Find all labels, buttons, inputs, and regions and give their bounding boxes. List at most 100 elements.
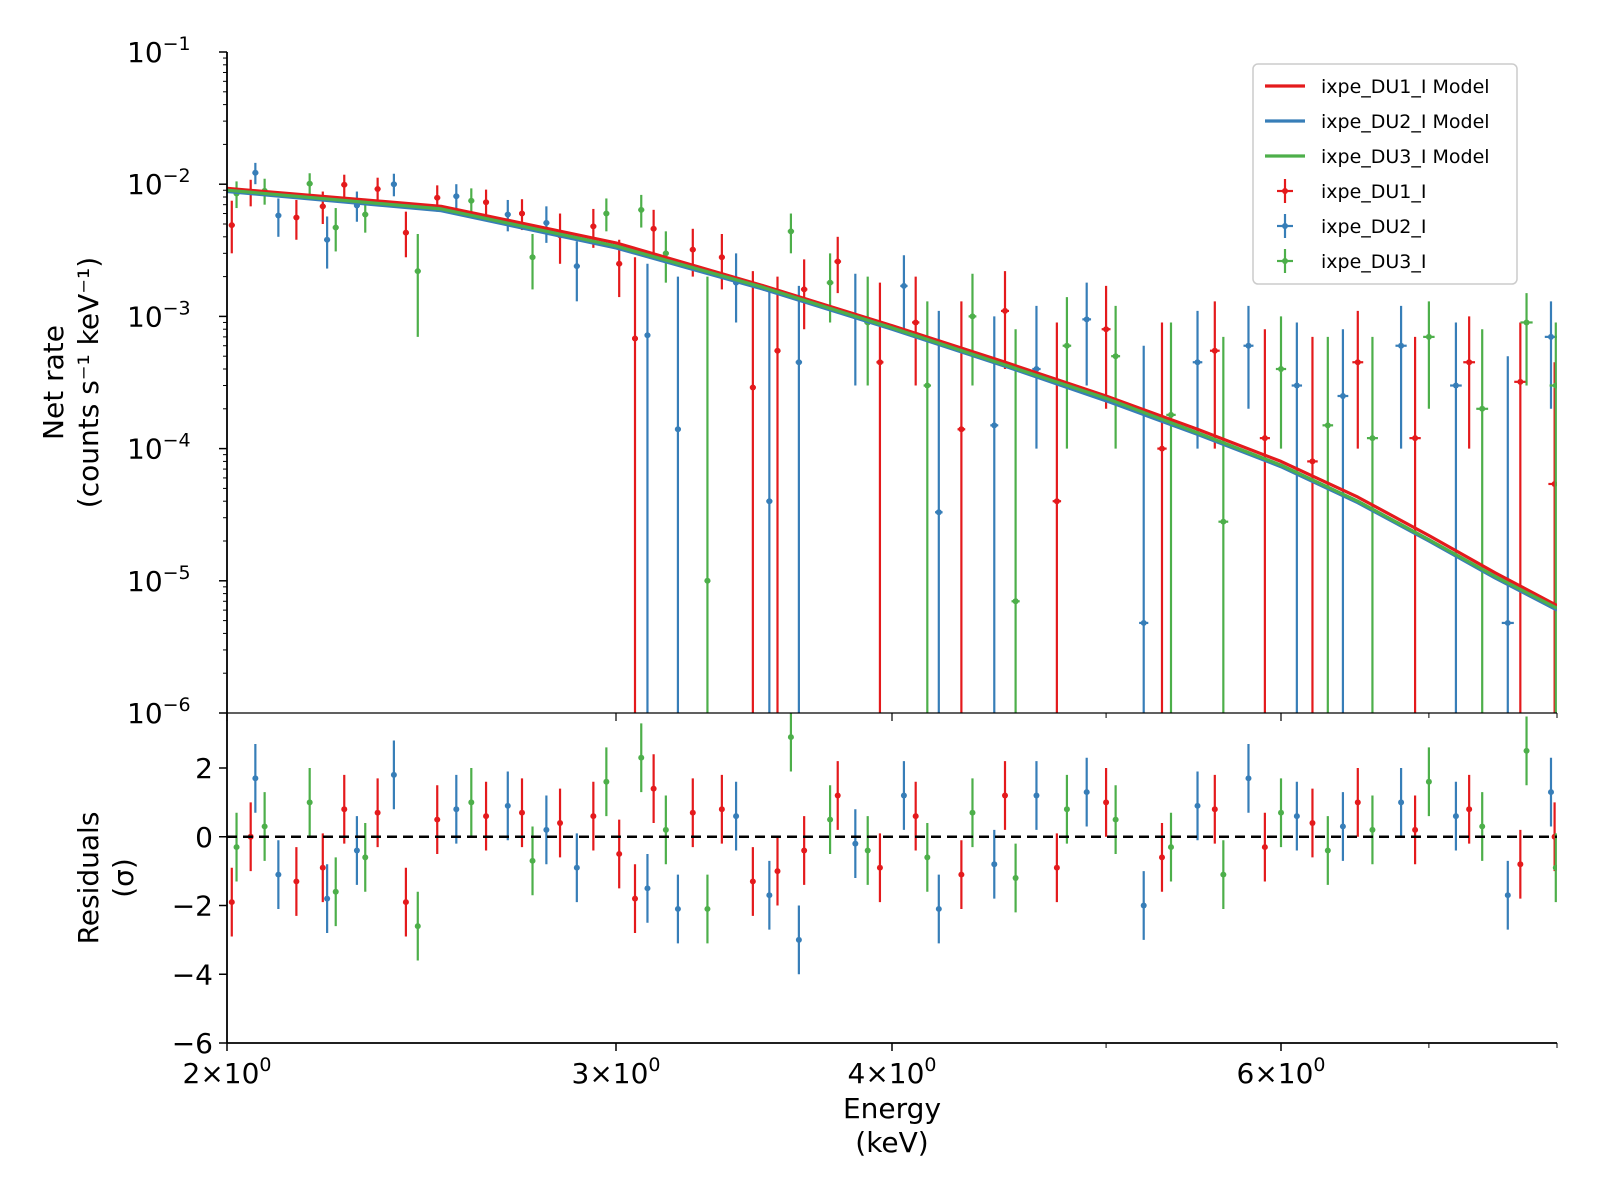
ixpe-du3-i-residual-point-1	[261, 823, 268, 830]
legend-ixpe-du3-i-swatch-dot	[1282, 258, 1288, 264]
ixpe-du3-i-point-20	[1167, 411, 1174, 418]
legend-ixpe-du2-i-label: ixpe_DU2_I	[1321, 216, 1427, 238]
ixpe-du3-i-residual-point-8	[603, 778, 610, 785]
bottom-ytick-label-2: −2	[172, 890, 213, 923]
top-ytick-label-5: 10−6	[127, 694, 191, 730]
ixpe-du1-i-residual-point-26	[1103, 799, 1110, 806]
ixpe-du2-i-point-1	[275, 212, 282, 219]
ixpe-du1-i-point-3	[319, 203, 326, 210]
ixpe-du3-i-point-18	[1063, 342, 1070, 349]
ixpe-du2-i-residual-point-12	[766, 892, 773, 899]
legend: ixpe_DU1_I Model ixpe_DU2_I Model ixpe_DU3…	[1252, 63, 1518, 285]
x-axis-label: Energy	[843, 1092, 941, 1125]
ixpe-du1-i-point-15	[689, 246, 696, 253]
ixpe-du3-i-residual-point-13	[827, 816, 834, 823]
ixpe-du3-i-point-26	[1479, 405, 1486, 412]
ixpe-du3-i-point-19	[1112, 353, 1119, 360]
bottom-y-axis-label: Residuals	[72, 812, 105, 945]
ixpe-du1-i-residual-point-34	[1517, 861, 1524, 868]
ixpe-du1-i-point-9	[518, 210, 525, 217]
ixpe-du1-i-point-12	[616, 260, 623, 267]
ixpe-du2-i-point-17	[991, 422, 998, 429]
ixpe-du2-i-point-18	[1033, 366, 1040, 373]
ixpe-du1-i-point-18	[774, 347, 781, 354]
ixpe-du2-i-point-12	[766, 498, 773, 505]
axes: 10−1 10−2 10−3 10−4 10−5 10−62 0 −2 −4 −62×100 3×1…	[37, 33, 1558, 1159]
legend-ixpe-du3-i-model-label: ixpe_DU3_I Model	[1321, 146, 1490, 168]
ixpe-du2-i-residual-point-27	[1504, 892, 1511, 899]
ixpe-du1-i-point-5	[374, 185, 381, 192]
ixpe-du2-i-point-19	[1083, 316, 1090, 323]
bottom-ytick-label-0: 2	[195, 752, 213, 785]
ixpe-du3-i-residual-point-28	[1552, 864, 1557, 871]
ixpe-du1-i-residual-point-23	[958, 871, 965, 878]
ixpe-du3-i-residual-point-19	[1112, 816, 1119, 823]
ixpe-du1-i-point-24	[1002, 307, 1009, 314]
ixpe-du2-i-residual-point-1	[275, 871, 282, 878]
ixpe-du1-i-point-7	[434, 194, 441, 201]
ixpe-du1-i-residual-point-20	[834, 792, 841, 799]
ixpe-du1-i-point-0	[228, 222, 235, 229]
xtick-label-3: 6×100	[1237, 1054, 1326, 1090]
ixpe-du3-i-point-10	[662, 250, 669, 257]
ixpe-du3-i-point-21	[1220, 518, 1227, 525]
ixpe-du1-i-point-31	[1354, 359, 1361, 366]
ixpe-du1-i-point-4	[341, 181, 348, 188]
ixpe-du3-i-point-23	[1324, 422, 1331, 429]
ixpe-du1-i-residual-point-14	[650, 785, 657, 792]
xtick-label-1: 3×100	[572, 1054, 661, 1090]
ixpe-du1-i-residual-point-18	[774, 868, 781, 875]
xtick-label-2: 4×100	[848, 1054, 937, 1090]
ixpe-du1-i-point-28	[1211, 347, 1218, 354]
ixpe-du3-i-residual-point-22	[1278, 809, 1285, 816]
ixpe-du2-i-residual-point-14	[852, 840, 859, 847]
ixpe-du3-i-model-curve	[227, 188, 1557, 610]
ixpe-du1-i-residual-point-11	[590, 813, 597, 820]
ixpe-du1-i-residual-point-7	[434, 816, 441, 823]
ixpe-du3-i-point-24	[1369, 435, 1376, 442]
ixpe-du1-i-residual-point-13	[631, 895, 638, 902]
ixpe-du2-i-residual-point-5	[453, 806, 460, 813]
ixpe-du1-i-point-2	[293, 214, 300, 221]
top-ytick-label-0: 10−1	[127, 33, 191, 69]
ixpe-du1-i-residual-point-6	[402, 899, 409, 906]
ixpe-du1-i-residual-point-9	[518, 809, 525, 816]
ixpe-du2-i-residual-point-6	[504, 802, 511, 809]
ixpe-du3-i-point-15	[924, 382, 931, 389]
bottom-ytick-label-4: −6	[172, 1027, 213, 1060]
ixpe-du1-i-point-8	[483, 199, 490, 206]
ixpe-du2-i-residual-point-15	[900, 792, 907, 799]
ixpe-du1-i-point-34	[1517, 378, 1524, 385]
ixpe-du3-i-residual-point-17	[1012, 875, 1019, 881]
ixpe-du1-i-point-23	[958, 426, 965, 433]
ixpe-du1-i-point-22	[912, 319, 919, 326]
legend-ixpe-du1-i-model-label: ixpe_DU1_I Model	[1321, 76, 1490, 98]
ixpe-du1-i-residual-point-10	[557, 820, 564, 826]
ixpe-du3-i-point-22	[1278, 366, 1285, 373]
ixpe-du2-i-point-16	[935, 509, 942, 516]
bottom-ytick-label-1: 0	[195, 821, 213, 854]
legend-box	[1252, 63, 1518, 285]
ixpe-du1-i-residual-point-27	[1158, 854, 1165, 861]
ixpe-du3-i-residual-point-5	[414, 923, 421, 930]
ixpe-du1-i-point-25	[1053, 498, 1060, 505]
ixpe-du3-i-residual-point-24	[1369, 826, 1376, 833]
ixpe-du2-i-residual-point-19	[1083, 789, 1090, 796]
ixpe-du2-i-residual-point-25	[1398, 799, 1405, 806]
top-ytick-label-4: 10−5	[127, 562, 191, 598]
top-ytick-label-2: 10−3	[127, 297, 191, 333]
ixpe-du2-i-residual-point-7	[543, 826, 550, 833]
ixpe-du1-i-residual-point-21	[876, 864, 883, 871]
ixpe-du1-i-point-21	[876, 359, 883, 366]
ixpe-du1-i-residual-point-22	[912, 813, 919, 820]
legend-ixpe-du2-i-model-label: ixpe_DU2_I Model	[1321, 111, 1490, 133]
ixpe-du1-i-point-16	[718, 254, 725, 261]
ixpe-du2-i-point-15	[900, 282, 907, 289]
ixpe-du2-i-residual-point-22	[1245, 775, 1252, 782]
ixpe-du1-i-residual-point-3	[319, 864, 326, 871]
ixpe-du2-i-residual-point-2	[324, 895, 331, 902]
ixpe-du1-i-point-11	[590, 223, 597, 230]
ixpe-du2-i-point-24	[1339, 392, 1346, 399]
ixpe-du1-i-residual-point-31	[1354, 799, 1361, 806]
